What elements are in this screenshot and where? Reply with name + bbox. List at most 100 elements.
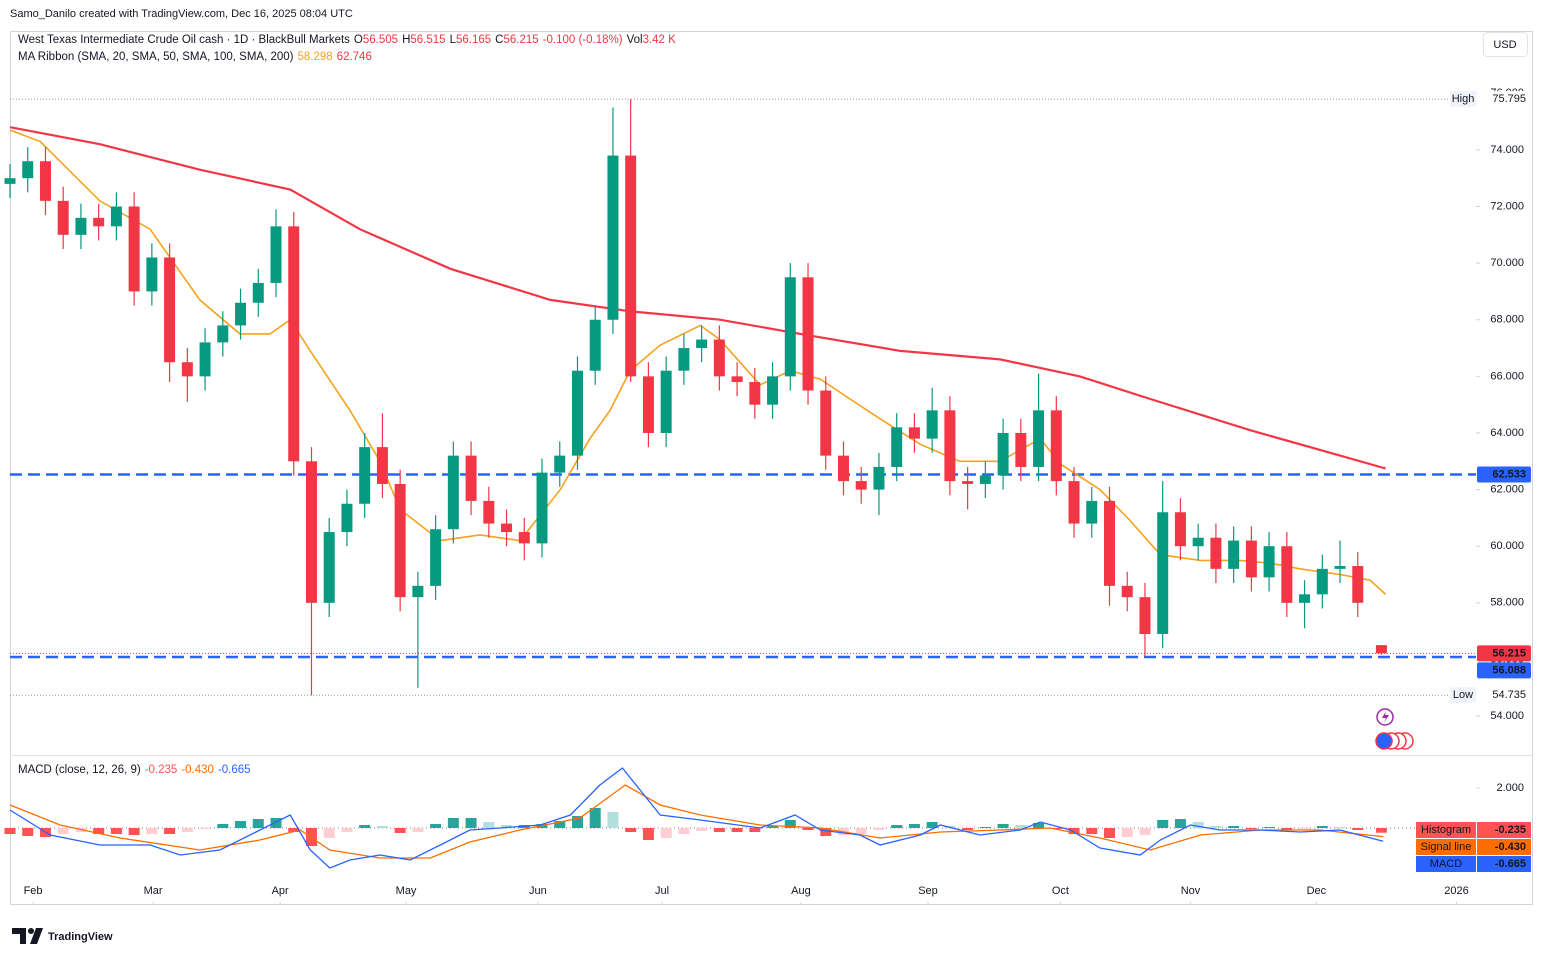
histogram-bar [820,828,832,836]
extreme-tag: High [1452,93,1475,105]
candle-body [394,483,406,598]
chart-frame [10,31,1533,905]
histogram-bar [749,828,761,832]
histogram-bar [908,824,920,828]
candle-body [1263,546,1275,578]
candle-body [1228,540,1240,569]
histogram-bar [1104,828,1115,838]
volume-value: 3.42 K [642,34,676,46]
candle-body [235,302,247,326]
candle-body [749,382,761,405]
candle-body [1015,432,1027,467]
histogram-bar [1352,828,1364,830]
extreme-value-box [1477,687,1531,704]
indicator-legend: MA Ribbon (SMA, 20, SMA, 50, SMA, 100, S… [18,51,376,63]
candle-body [164,257,176,363]
candle-body [22,161,34,179]
candle-body [767,376,779,405]
histogram-bar [855,828,867,834]
histogram-bar [1192,822,1204,828]
histogram-bar [696,828,708,831]
candle-body [642,376,654,433]
candle-body [1157,512,1169,634]
series-tag-box [1416,856,1476,872]
candle-body [660,370,672,433]
histogram-bar [430,824,442,828]
candle-body [75,217,87,235]
histogram-bar [607,812,619,828]
candle-body [802,277,814,391]
histogram-bar [873,828,885,830]
histogram-bar [376,826,388,828]
candle-body [430,529,442,586]
histogram-bar [1121,828,1133,837]
histogram-bar [625,828,637,832]
candle-body [1068,481,1080,524]
candle-body [891,427,903,467]
currency-button[interactable] [1483,32,1528,57]
y-tick-label: 70.000 [1490,257,1524,269]
candle-body [731,376,743,383]
histogram-bar [784,820,796,828]
indicator-name: MA Ribbon (SMA, 20, SMA, 50, SMA, 100, S… [18,51,294,63]
histogram-bar [146,828,158,834]
y-tick-label: 74.000 [1490,144,1524,156]
candle-body [713,339,725,377]
candle-body [944,410,956,482]
level-tag: 56.088 [1492,664,1526,676]
y-tick-label: 68.000 [1490,314,1524,326]
x-tick-label: Dec [1307,885,1327,897]
candle-body [39,161,51,201]
histogram-bar [1015,825,1027,828]
candle-body [855,481,867,490]
y-tick-label: 60.000 [1490,540,1524,552]
histogram-bar [979,827,991,828]
candle-body [376,447,388,484]
candle-body [359,447,371,504]
histogram-bar [642,828,654,840]
candle-body [1352,566,1364,603]
series-value-box [1477,839,1531,855]
series-tag: Histogram [1421,824,1471,836]
event-icon[interactable] [1375,732,1393,750]
histogram-bar [962,828,974,830]
series-tag-box [1416,839,1476,855]
candle-body [288,226,300,462]
candle-body [412,585,424,598]
candle-body [305,461,317,603]
candle-body [323,532,335,603]
x-tick-label: Jul [655,885,669,897]
histogram-bar [1375,828,1387,833]
histogram-bar [394,828,406,833]
candle-body [341,503,353,533]
currency[interactable]: USD [1493,39,1516,51]
candle-body [1210,537,1222,569]
histogram-bar [235,821,247,828]
candle-body [1281,546,1293,603]
histogram-bar [891,825,903,828]
histogram-bar [1139,828,1151,835]
candle-body [554,455,566,473]
candle-body [837,455,849,482]
candle-body [518,532,530,544]
histogram-bar [22,828,34,836]
x-tick-label: Oct [1052,885,1069,897]
histogram-bar [181,828,193,832]
x-tick-label: Aug [791,885,811,897]
histogram-bar [199,828,211,829]
candle-body [1192,537,1204,547]
ohlc-prefix: L [449,34,456,46]
candle-body [1174,512,1186,547]
series-tag-box [1416,822,1476,838]
candle-body [589,319,601,371]
histogram-bar [571,816,583,828]
y-tick-label: 54.000 [1490,710,1524,722]
x-tick-label: Apr [272,885,289,897]
extreme-value: 75.795 [1492,93,1526,105]
candle-body [270,226,282,283]
histogram-bar [1228,826,1240,828]
candle-body [997,432,1009,476]
price-legend: West Texas Intermediate Crude Oil cash ·… [18,34,680,46]
logo-mark [28,928,34,934]
